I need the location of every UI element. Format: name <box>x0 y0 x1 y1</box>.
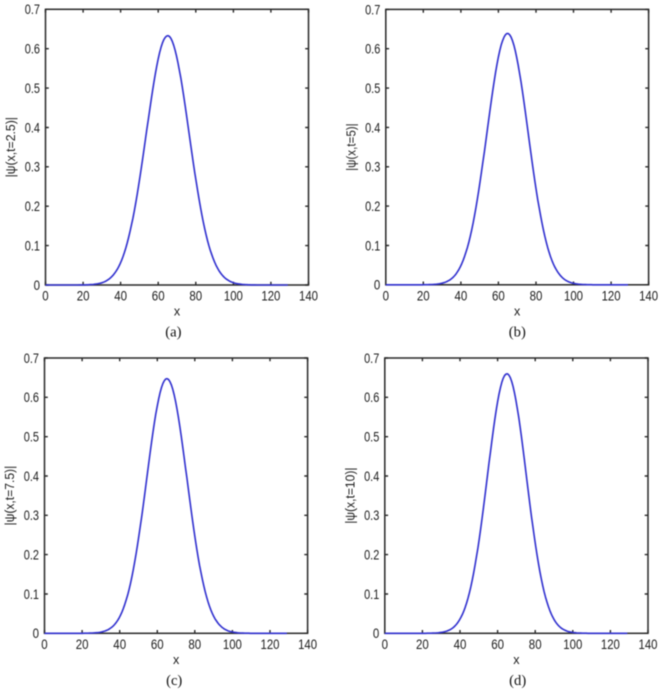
svg-text:0.4: 0.4 <box>364 469 379 484</box>
svg-text:0.5: 0.5 <box>364 430 379 445</box>
svg-text:0.3: 0.3 <box>364 508 379 523</box>
svg-text:120: 120 <box>261 289 280 304</box>
svg-text:x: x <box>173 653 180 667</box>
svg-text:20: 20 <box>76 637 89 652</box>
svg-text:(c): (c) <box>166 673 182 689</box>
svg-text:0: 0 <box>41 637 48 652</box>
svg-text:60: 60 <box>492 288 505 303</box>
svg-text:140: 140 <box>639 637 658 652</box>
svg-text:140: 140 <box>298 637 317 652</box>
svg-text:0.7: 0.7 <box>25 2 40 17</box>
svg-text:0.5: 0.5 <box>24 430 39 445</box>
svg-text:120: 120 <box>261 637 280 652</box>
svg-text:0.3: 0.3 <box>25 160 40 175</box>
svg-text:0.4: 0.4 <box>24 469 39 484</box>
svg-text:0: 0 <box>383 288 390 303</box>
svg-text:0: 0 <box>33 626 40 641</box>
svg-text:20: 20 <box>416 637 429 652</box>
svg-text:0: 0 <box>382 637 389 652</box>
svg-text:60: 60 <box>491 637 504 652</box>
svg-text:0: 0 <box>34 278 41 293</box>
svg-text:0.2: 0.2 <box>25 199 40 214</box>
svg-text:0.2: 0.2 <box>24 548 39 563</box>
svg-text:80: 80 <box>530 288 543 303</box>
svg-text:0.6: 0.6 <box>25 42 40 57</box>
svg-text:0.1: 0.1 <box>25 239 40 254</box>
svg-text:0.1: 0.1 <box>24 587 39 602</box>
svg-text:60: 60 <box>152 289 165 304</box>
svg-text:100: 100 <box>224 289 243 304</box>
svg-text:120: 120 <box>602 288 621 303</box>
svg-text:0.3: 0.3 <box>365 160 380 175</box>
svg-text:0.1: 0.1 <box>364 587 379 602</box>
svg-text:0.7: 0.7 <box>364 351 379 366</box>
svg-text:|ψ(x,t=7.5)|: |ψ(x,t=7.5)| <box>2 466 17 526</box>
svg-text:80: 80 <box>189 289 202 304</box>
svg-text:(a): (a) <box>165 325 181 341</box>
svg-text:0.2: 0.2 <box>364 548 379 563</box>
svg-text:120: 120 <box>601 637 620 652</box>
svg-text:0.4: 0.4 <box>25 120 40 135</box>
svg-text:100: 100 <box>563 637 582 652</box>
svg-text:0.2: 0.2 <box>365 199 380 214</box>
svg-text:100: 100 <box>564 288 583 303</box>
svg-text:x: x <box>174 305 181 319</box>
svg-text:x: x <box>514 304 521 318</box>
svg-text:0.1: 0.1 <box>365 238 380 253</box>
svg-text:(b): (b) <box>509 324 526 340</box>
svg-text:0: 0 <box>374 278 381 293</box>
svg-text:0.7: 0.7 <box>365 2 380 17</box>
svg-text:100: 100 <box>223 637 242 652</box>
svg-text:140: 140 <box>299 289 318 304</box>
svg-text:80: 80 <box>188 637 201 652</box>
svg-text:40: 40 <box>454 637 467 652</box>
svg-text:x: x <box>513 653 520 667</box>
svg-text:60: 60 <box>151 637 164 652</box>
svg-text:0.4: 0.4 <box>365 120 380 135</box>
svg-text:0.6: 0.6 <box>364 390 379 405</box>
svg-text:80: 80 <box>529 637 542 652</box>
svg-text:0: 0 <box>42 289 49 304</box>
svg-text:20: 20 <box>417 288 430 303</box>
svg-text:0.6: 0.6 <box>24 390 39 405</box>
svg-text:0.5: 0.5 <box>25 81 40 96</box>
svg-text:|ψ(x,t=10)|: |ψ(x,t=10)| <box>342 467 357 523</box>
svg-text:0.6: 0.6 <box>365 42 380 57</box>
svg-text:0.3: 0.3 <box>24 508 39 523</box>
svg-text:40: 40 <box>113 637 126 652</box>
svg-text:|ψ(x,t=2.5)|: |ψ(x,t=2.5)| <box>3 117 18 177</box>
svg-text:(d): (d) <box>509 673 526 689</box>
svg-text:40: 40 <box>455 288 468 303</box>
svg-text:|ψ(x,t=5)|: |ψ(x,t=5)| <box>343 123 358 171</box>
svg-text:20: 20 <box>77 289 90 304</box>
svg-text:0.7: 0.7 <box>24 351 39 366</box>
svg-text:140: 140 <box>639 288 658 303</box>
svg-text:0.5: 0.5 <box>365 81 380 96</box>
svg-text:0: 0 <box>373 626 380 641</box>
svg-text:40: 40 <box>114 289 127 304</box>
